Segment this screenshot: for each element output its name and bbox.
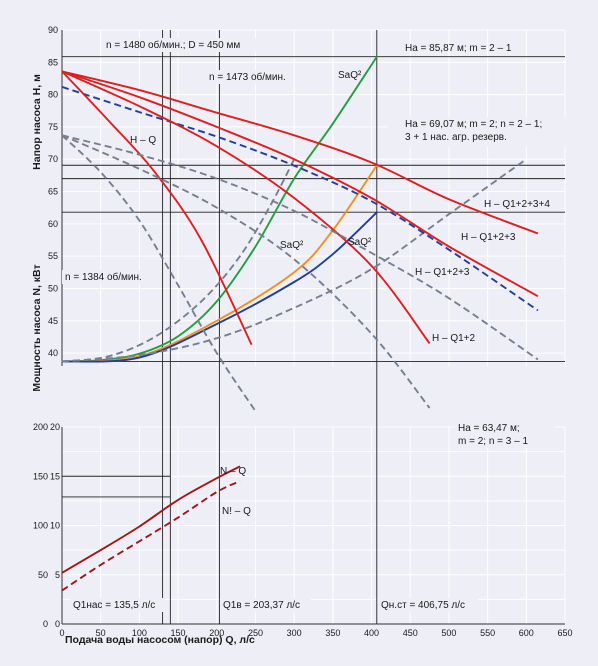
x-tick-label: 500 <box>441 628 456 638</box>
x-axis-label: Подача воды насосом (напор) Q, л/с <box>65 634 255 646</box>
head-curve-2 <box>61 85 539 312</box>
y-tick-label-power: 0 <box>43 619 48 629</box>
label-h-q123-red: H – Q1+2+3 <box>461 232 516 243</box>
y-tick-label-power: 100 <box>33 521 48 531</box>
head-curve-7 <box>61 134 539 361</box>
ticks: 0 50 100 150 200 250 300 350 400 450 500 550 600 6504… <box>33 25 573 638</box>
x-tick-label: 200 <box>209 628 224 638</box>
x-tick-label: 400 <box>364 628 379 638</box>
y-tick-label-power-secondary: 5 <box>55 570 60 580</box>
x-tick-label: 150 <box>171 628 186 638</box>
y-tick-label-power-secondary: 0 <box>55 619 60 629</box>
head-curve-1 <box>61 70 539 298</box>
y-tick-label-power-secondary: 20 <box>50 422 60 432</box>
annotation-box <box>103 38 261 52</box>
annotation-ha-63-line2: m = 2; n = 3 – 1 <box>458 436 528 447</box>
annotation-rpm-1473: n = 1473 об/мин. <box>209 71 286 83</box>
label-h-q: H – Q <box>130 135 156 146</box>
annotation-box <box>70 598 165 612</box>
y-tick-label-head: 45 <box>48 316 58 326</box>
y-tick-label-head: 40 <box>48 348 58 358</box>
y-tick-label-power: 50 <box>38 570 48 580</box>
annotation-qnst: Qн.ст = 406,75 л/с <box>381 600 465 611</box>
x-tick-label: 100 <box>132 628 147 638</box>
annotation-ha-63-line1: Hа = 63,47 м; <box>458 423 520 434</box>
head-curve-6 <box>61 134 431 409</box>
y-tick-label-head: 65 <box>48 187 58 197</box>
annotation-rpm-1384: n = 1384 об/мин. <box>65 271 142 283</box>
label-h-q123-blue: H – Q1+2+3 <box>415 267 470 278</box>
label-n1-q: N! – Q <box>222 506 251 517</box>
annotation-ha-69-line2: 3 + 1 нас. агр. резерв. <box>405 132 507 143</box>
annotation-box <box>221 598 311 612</box>
y-tick-label-power-secondary: 10 <box>50 521 60 531</box>
y-tick-label-head: 90 <box>48 25 58 35</box>
y-tick-label-power: 200 <box>33 422 48 432</box>
x-tick-label: 600 <box>519 628 534 638</box>
x-tick-label: 350 <box>325 628 340 638</box>
system-curve-3 <box>61 158 527 363</box>
y-tick-label-power: 150 <box>33 471 48 481</box>
label-saq-blue: SaQ² <box>348 237 372 248</box>
system-curve-0 <box>61 55 378 363</box>
curves <box>61 55 539 592</box>
system-curve-4 <box>61 158 296 363</box>
y-tick-label-head: 50 <box>48 283 58 293</box>
y-tick-label-head: 55 <box>48 251 58 261</box>
head-curve-3 <box>61 70 431 344</box>
system-curve-1 <box>61 164 378 363</box>
label-h-q1234: H – Q1+2+3+4 <box>484 199 550 210</box>
y-tick-label-head: 85 <box>48 57 58 67</box>
annotation-ha-69-line1: Hа = 69,07 м; m = 2; n = 2 – 1; <box>405 119 542 130</box>
annotation-box <box>455 420 555 448</box>
annotation-q1v: Q1в = 203,37 л/с <box>223 600 300 611</box>
head-curve-5 <box>61 134 257 412</box>
annotation-box <box>388 117 566 147</box>
head-curve-0 <box>61 70 539 235</box>
x-tick-label: 450 <box>403 628 418 638</box>
y-tick-label-power-secondary: 15 <box>50 471 60 481</box>
x-tick-label: 300 <box>287 628 302 638</box>
system-curve-2 <box>61 211 378 363</box>
label-n-q: N – Q <box>220 466 246 477</box>
x-tick-label: 50 <box>96 628 106 638</box>
power-curve-1 <box>61 480 241 592</box>
x-tick-label: 650 <box>557 628 572 638</box>
y-tick-label-head: 70 <box>48 154 58 164</box>
annotation-ha-85: Hа = 85,87 м; m = 2 – 1 <box>405 43 512 54</box>
x-tick-label: 250 <box>248 628 263 638</box>
label-saq-green: SaQ² <box>338 70 362 81</box>
label-saq-orange: SaQ² <box>280 240 304 251</box>
x-tick-label: 550 <box>480 628 495 638</box>
y-axis-label-bottom: Мощность насоса N, кВт <box>31 264 43 391</box>
y-tick-label-head: 75 <box>48 122 58 132</box>
annotation-rpm-1480: n = 1480 об/мин.; D = 450 мм <box>106 39 240 51</box>
annotation-box <box>62 270 152 284</box>
power-curve-0 <box>61 465 241 574</box>
annotation-box <box>378 598 478 612</box>
y-axis-label-top: Напор насоса H, м <box>31 74 43 170</box>
label-h-q12: H – Q1+2 <box>432 333 476 344</box>
y-tick-label-head: 80 <box>48 90 58 100</box>
y-tick-label-head: 60 <box>48 219 58 229</box>
head-curve-4 <box>61 70 253 346</box>
annotation-box <box>206 70 290 84</box>
annotation-q1nas: Q1нас = 135,5 л/с <box>73 600 155 611</box>
x-tick-label: 0 <box>59 628 64 638</box>
